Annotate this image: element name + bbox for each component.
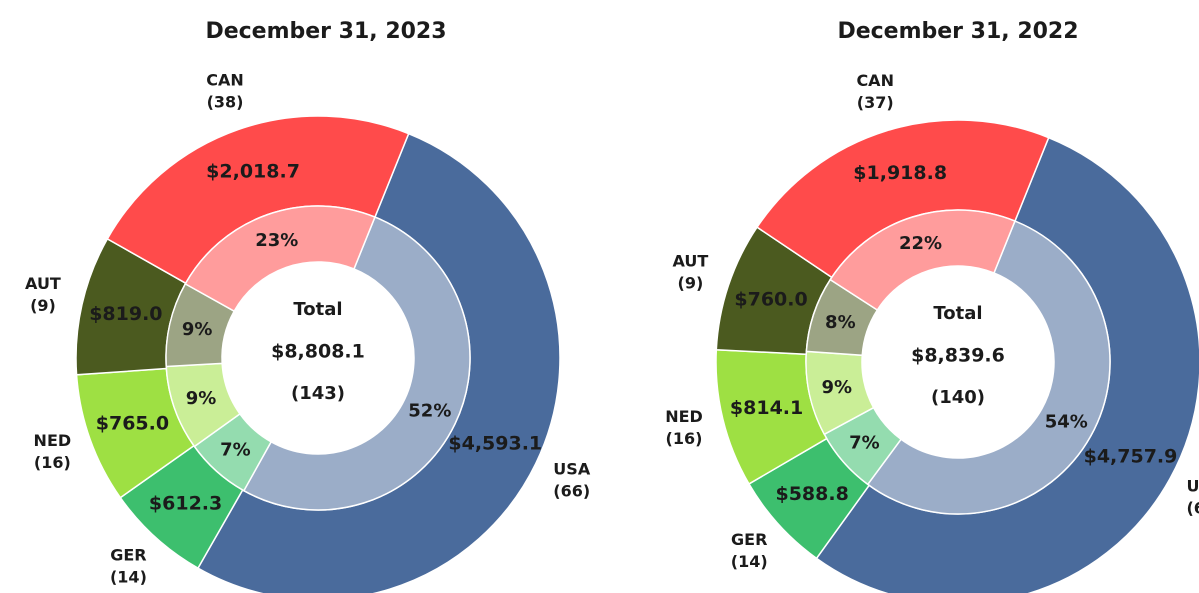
count-label: (16) bbox=[666, 429, 703, 448]
count-label: (37) bbox=[857, 93, 894, 112]
total-label: $8,839.6 bbox=[911, 345, 1005, 367]
inner-shade bbox=[824, 407, 902, 485]
inner-shade bbox=[830, 210, 1015, 310]
value-label: $1,918.8 bbox=[853, 162, 947, 184]
category-label: GER bbox=[110, 545, 146, 564]
value-label: $612.3 bbox=[149, 492, 222, 514]
center-title: Total bbox=[933, 303, 982, 324]
percentage-label: 7% bbox=[849, 432, 880, 453]
percentage-label: 9% bbox=[822, 377, 853, 398]
percentage-label: 52% bbox=[408, 401, 451, 422]
category-label: USA bbox=[1186, 477, 1199, 496]
count-label: (9) bbox=[30, 296, 56, 315]
count-label: (38) bbox=[207, 92, 244, 111]
total-label: $8,808.1 bbox=[271, 341, 365, 363]
value-label: $588.8 bbox=[775, 483, 848, 505]
count-label: (16) bbox=[34, 453, 71, 472]
category-label: CAN bbox=[856, 71, 894, 90]
count-label: (14) bbox=[110, 567, 147, 586]
category-label: NED bbox=[34, 431, 72, 450]
category-label: USA bbox=[553, 460, 591, 479]
value-label: $760.0 bbox=[734, 288, 807, 310]
percentage-label: 22% bbox=[899, 233, 942, 254]
count-label: (64) bbox=[1186, 499, 1199, 518]
value-label: $2,018.7 bbox=[206, 161, 300, 183]
chart-title: December 31, 2023 bbox=[205, 19, 446, 44]
center-hole bbox=[222, 262, 414, 454]
percentage-label: 54% bbox=[1045, 411, 1088, 432]
category-label: CAN bbox=[206, 70, 244, 89]
count-label: (14) bbox=[731, 552, 768, 571]
value-label: $814.1 bbox=[730, 397, 803, 419]
value-label: $765.0 bbox=[96, 413, 169, 435]
category-label: NED bbox=[665, 407, 703, 426]
inner-shade bbox=[185, 205, 375, 312]
chart-title: December 31, 2022 bbox=[837, 19, 1078, 44]
total-count-label: (143) bbox=[291, 383, 345, 404]
category-label: AUT bbox=[25, 274, 61, 293]
inner-shade bbox=[243, 217, 471, 511]
count-label: (9) bbox=[678, 274, 704, 293]
value-label: $4,593.1 bbox=[448, 432, 542, 454]
percentage-label: 9% bbox=[186, 388, 217, 409]
value-label: $819.0 bbox=[89, 303, 162, 325]
category-label: AUT bbox=[672, 252, 708, 271]
total-count-label: (140) bbox=[931, 387, 985, 408]
inner-shade bbox=[806, 351, 874, 435]
count-label: (66) bbox=[553, 482, 590, 501]
value-label: $4,757.9 bbox=[1084, 446, 1178, 468]
percentage-label: 23% bbox=[255, 230, 298, 251]
inner-shade bbox=[166, 363, 240, 447]
percentage-label: 8% bbox=[825, 312, 856, 333]
inner-shade bbox=[867, 221, 1110, 514]
percentage-label: 7% bbox=[220, 439, 251, 460]
center-title: Total bbox=[293, 299, 342, 320]
inner-shade bbox=[166, 283, 235, 367]
category-label: GER bbox=[731, 530, 767, 549]
percentage-label: 9% bbox=[182, 319, 213, 340]
center-hole bbox=[862, 266, 1054, 458]
